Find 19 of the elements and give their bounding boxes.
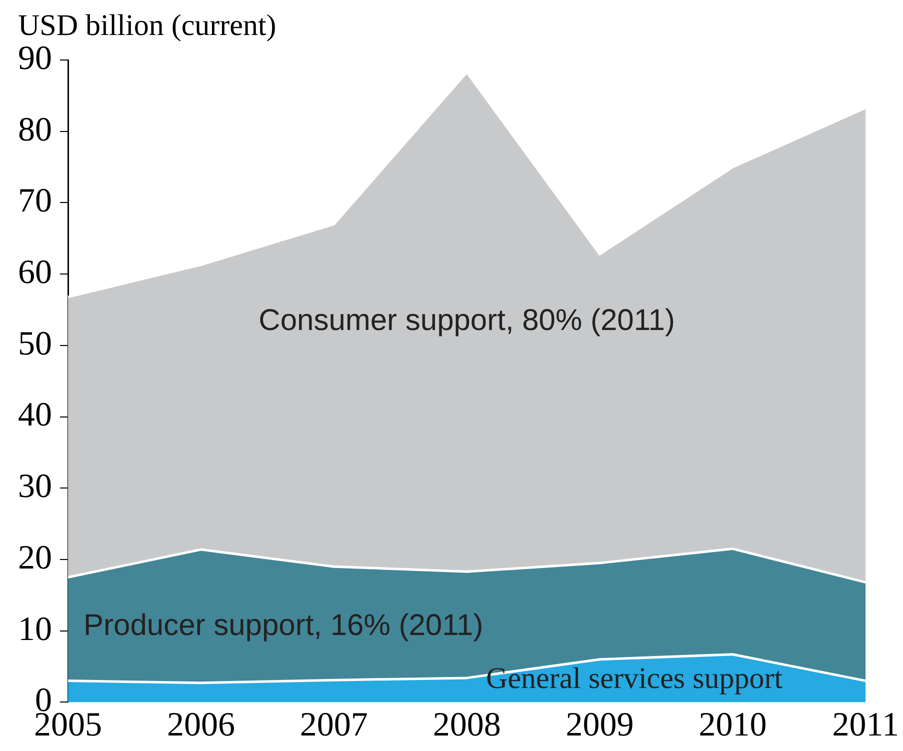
x-tick-label: 2007 [300, 706, 368, 744]
series-label: General services support [486, 662, 784, 696]
y-tick-label: 30 [18, 468, 52, 506]
x-tick-label: 2010 [698, 706, 767, 744]
y-tick-label: 10 [18, 610, 52, 648]
y-tick-label: 70 [18, 182, 52, 220]
y-tick-label: 60 [18, 254, 52, 291]
y-tick-label: 90 [18, 40, 52, 77]
y-tick-label: 80 [18, 111, 52, 148]
y-tick-label: 50 [18, 325, 52, 362]
x-tick-label: 2011 [832, 706, 900, 744]
y-axis-title: USD billion (current) [18, 8, 276, 42]
y-tick-label: 40 [18, 396, 52, 434]
x-tick-label: 2009 [566, 706, 634, 744]
y-tick-label: 20 [18, 539, 52, 576]
series-label: Producer support, 16% (2011) [84, 608, 484, 642]
series-label: Consumer support, 80% (2011) [258, 304, 675, 338]
x-tick-label: 2008 [432, 706, 501, 744]
x-tick-label: 2006 [166, 706, 235, 744]
